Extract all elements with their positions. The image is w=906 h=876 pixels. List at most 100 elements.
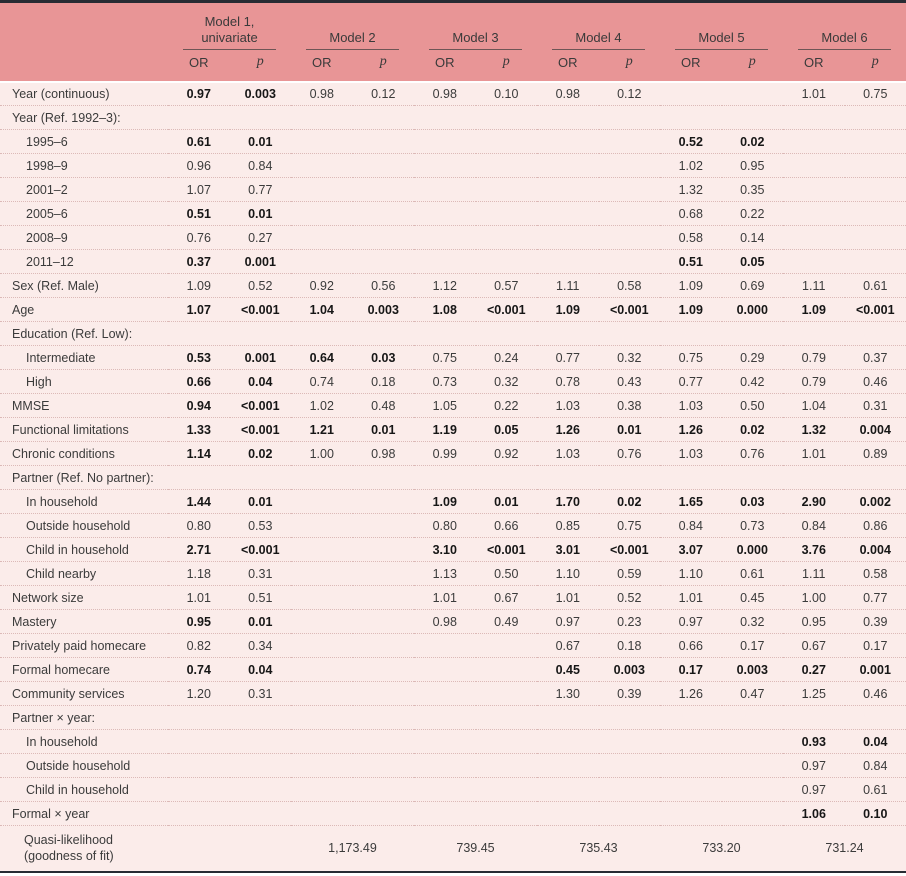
value-cell: 0.97 [168, 81, 230, 106]
value-cell [291, 801, 353, 826]
row-label: Sex (Ref. Male) [0, 273, 168, 298]
model-title: Model 2 [329, 29, 376, 45]
table-row: Age 1.07 <0.001 1.04 0.003 1.08 <0.001 1.09 <0.0… [0, 297, 906, 322]
table-row: Outside household 0.97 0.84 [0, 753, 906, 778]
model-title: Model 4 [575, 29, 622, 45]
value-cell: 0.58 [598, 273, 660, 298]
model-underline [183, 48, 276, 50]
value-cell: 3.01 [537, 537, 599, 562]
value-cell: 0.52 [229, 273, 291, 298]
value-cell: 0.67 [783, 633, 845, 658]
value-cell: 0.22 [721, 201, 783, 226]
value-cell: 0.99 [414, 441, 476, 466]
value-cell [291, 657, 353, 682]
model-underline [306, 48, 399, 50]
value-cell: 0.01 [475, 489, 537, 514]
row-label: Year (continuous) [0, 81, 168, 106]
value-cell [660, 753, 722, 778]
value-cell: 0.52 [660, 129, 722, 154]
table-row: Year (continuous) 0.97 0.003 0.98 0.12 0.98 0.… [0, 81, 906, 106]
value-cell [537, 705, 599, 730]
value-cell [721, 705, 783, 730]
value-cell [352, 585, 414, 610]
value-cell: 0.58 [844, 561, 906, 586]
value-cell: 0.98 [537, 81, 599, 106]
value-cell: 0.10 [844, 801, 906, 826]
value-cell: 1.18 [168, 561, 230, 586]
value-cell [229, 729, 291, 754]
value-cell: 0.04 [229, 369, 291, 394]
value-cell [721, 81, 783, 106]
value-cell: 0.77 [660, 369, 722, 394]
model-title: Model 1, univariate [201, 13, 258, 45]
value-cell [598, 129, 660, 154]
value-cell: 0.27 [783, 657, 845, 682]
value-cell: 0.73 [721, 513, 783, 538]
or-column-header: OR [414, 49, 476, 82]
value-cell: 0.80 [414, 513, 476, 538]
value-cell [537, 201, 599, 226]
value-cell [598, 753, 660, 778]
value-cell: 3.76 [783, 537, 845, 562]
value-cell: 1.00 [783, 585, 845, 610]
table-row: Partner × year: [0, 705, 906, 730]
value-cell: 0.74 [291, 369, 353, 394]
value-cell [229, 753, 291, 778]
value-cell [475, 465, 537, 490]
value-cell [352, 513, 414, 538]
row-label: Community services [0, 681, 168, 706]
value-cell [537, 729, 599, 754]
value-cell [352, 321, 414, 346]
value-cell [844, 177, 906, 202]
value-cell: 1.02 [291, 393, 353, 418]
value-cell [168, 465, 230, 490]
or-column-header: OR [660, 49, 722, 82]
value-cell: 1.07 [168, 297, 230, 322]
row-label: Outside household [0, 753, 168, 778]
goodness-of-fit-row: Quasi-likelihood (goodness of fit) 1,173.4… [0, 825, 906, 872]
value-cell [229, 105, 291, 130]
value-cell [414, 321, 476, 346]
value-cell: 0.77 [844, 585, 906, 610]
value-cell: 0.97 [660, 609, 722, 634]
model-header-5: Model 5 [660, 1, 783, 50]
value-cell: 3.10 [414, 537, 476, 562]
value-cell: 0.77 [229, 177, 291, 202]
value-cell: 1.11 [783, 561, 845, 586]
value-cell [475, 657, 537, 682]
table-row: 2008–9 0.76 0.27 0.58 0.14 [0, 225, 906, 250]
value-cell [291, 249, 353, 274]
value-cell: 0.84 [229, 153, 291, 178]
value-cell: 0.98 [414, 609, 476, 634]
model-header-6: Model 6 [783, 1, 906, 50]
p-column-header: p [475, 49, 537, 82]
value-cell: 1.00 [291, 441, 353, 466]
value-cell: <0.001 [598, 537, 660, 562]
value-cell: 0.92 [475, 441, 537, 466]
value-cell [598, 729, 660, 754]
goodness-of-fit-value: 739.45 [414, 825, 537, 872]
value-cell: 0.48 [352, 393, 414, 418]
value-cell [291, 489, 353, 514]
value-cell [291, 177, 353, 202]
row-label: Formal × year [0, 801, 168, 826]
value-cell: 0.61 [168, 129, 230, 154]
value-cell: 0.003 [721, 657, 783, 682]
value-cell: 1.13 [414, 561, 476, 586]
value-cell: 0.80 [168, 513, 230, 538]
value-cell: 1.04 [291, 297, 353, 322]
value-cell: 0.02 [721, 129, 783, 154]
table-row: MMSE 0.94 <0.001 1.02 0.48 1.05 0.22 1.03 0.38 1.… [0, 393, 906, 418]
or-column-header: OR [168, 49, 230, 82]
value-cell: 0.97 [783, 777, 845, 802]
value-cell: 0.79 [783, 369, 845, 394]
value-cell: 0.76 [168, 225, 230, 250]
value-cell: 0.66 [475, 513, 537, 538]
goodness-of-fit-value: 735.43 [537, 825, 660, 872]
row-label: Quasi-likelihood (goodness of fit) [0, 825, 168, 872]
value-cell: 0.01 [229, 609, 291, 634]
value-cell [783, 705, 845, 730]
value-cell [783, 201, 845, 226]
value-cell [598, 249, 660, 274]
